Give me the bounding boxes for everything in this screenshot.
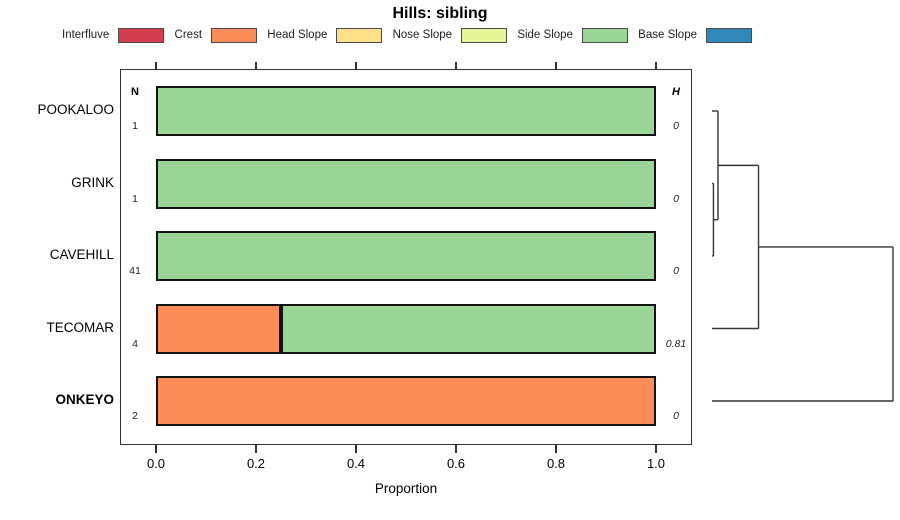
n-value: 4	[132, 337, 138, 350]
bar-segment	[156, 303, 281, 354]
bar-segment	[156, 376, 656, 426]
legend-item-label: Side Slope	[517, 29, 573, 41]
legend-item: Nose Slope	[392, 27, 508, 43]
axis-tick	[655, 62, 657, 69]
x-axis-title: Proportion	[374, 481, 438, 496]
bar-segment	[156, 86, 656, 136]
axis-tick	[255, 62, 257, 69]
axis-tick-label: 1.0	[646, 456, 666, 471]
legend-color-swatch	[118, 27, 165, 43]
bar-row	[156, 231, 656, 281]
bar-row	[156, 158, 656, 209]
bar-segment	[156, 158, 656, 209]
legend-item: Side Slope	[517, 27, 628, 43]
bar-segment	[156, 231, 656, 281]
shannon-h-value: 0.81	[665, 337, 687, 350]
h-column-header: H	[672, 86, 680, 98]
shannon-h-value: 0	[673, 265, 679, 277]
n-value: 2	[132, 410, 138, 422]
n-value: 1	[132, 120, 138, 132]
axis-tick	[355, 62, 357, 69]
axis-tick-label: 0.4	[346, 456, 366, 471]
axis-tick	[555, 445, 557, 453]
legend-item-label: Interfluve	[62, 29, 110, 41]
bar-row	[156, 86, 656, 136]
shannon-h-value: 0	[673, 410, 679, 422]
legend-color-swatch	[336, 27, 383, 43]
category-label: POOKALOO	[37, 102, 114, 117]
axis-tick-label: 0.6	[446, 456, 466, 471]
axis-tick	[555, 62, 557, 69]
n-value: 1	[132, 192, 138, 205]
chart-title: Hills: sibling	[392, 5, 488, 22]
n-column-header: N	[131, 86, 139, 98]
axis-tick	[355, 445, 357, 453]
category-label: CAVEHILL	[49, 247, 114, 262]
category-label: TECOMAR	[46, 319, 115, 335]
axis-tick-label: 0.2	[246, 456, 266, 471]
shannon-h-value: 0	[673, 192, 679, 205]
axis-tick-label: 0.0	[146, 456, 166, 471]
legend-item: Crest	[174, 27, 258, 43]
shannon-h-value: 0	[673, 120, 679, 132]
legend-color-swatch	[461, 27, 508, 43]
legend-item-label: Nose Slope	[392, 29, 453, 41]
axis-tick	[455, 62, 457, 69]
legend-item: Interfluve	[62, 27, 165, 43]
legend-color-swatch	[706, 27, 752, 43]
legend-color-swatch	[581, 27, 628, 43]
bar-row	[156, 376, 656, 426]
axis-tick	[655, 445, 657, 453]
legend-item: Base Slope	[638, 27, 752, 43]
axis-tick	[155, 445, 157, 453]
axis-tick-label: 0.8	[546, 456, 566, 471]
bar-segment	[281, 303, 656, 354]
category-label: ONKEYO	[55, 392, 114, 407]
n-value: 41	[129, 265, 141, 277]
legend-item-label: Base Slope	[638, 29, 697, 41]
axis-tick	[155, 62, 157, 69]
legend-item-label: Head Slope	[267, 29, 328, 41]
axis-tick	[455, 445, 457, 453]
legend-item: Head Slope	[267, 27, 383, 43]
legend-color-swatch	[211, 27, 258, 43]
legend: Interfluve Crest Head Slope Nose Slope Side …	[62, 26, 752, 44]
category-label: GRINK	[71, 174, 114, 190]
axis-tick	[255, 445, 257, 453]
bar-row	[156, 303, 656, 354]
legend-item-label: Crest	[174, 29, 203, 41]
